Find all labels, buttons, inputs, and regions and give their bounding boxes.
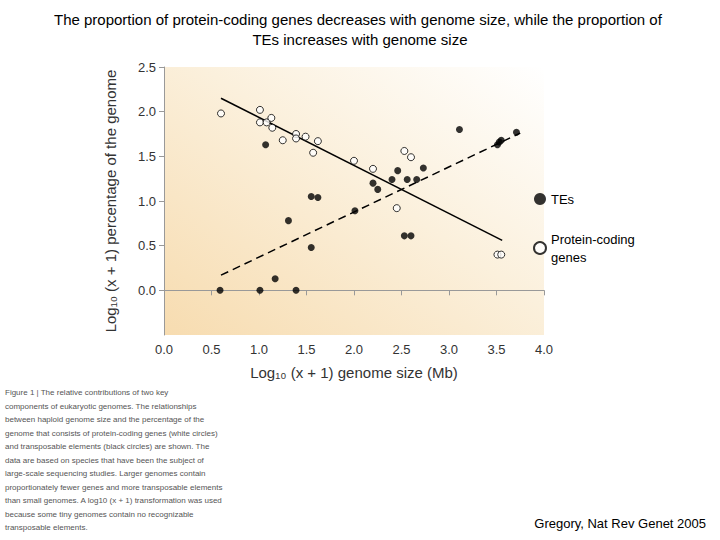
svg-text:0.5: 0.5	[138, 238, 156, 253]
svg-text:0.5: 0.5	[202, 342, 220, 357]
html-text:proportionately fewer genes an: proportionately fewer genes and more tra…	[5, 482, 223, 492]
html-text:components of eukaryotic genom: components of eukaryotic genomes. The re…	[5, 401, 197, 411]
html-text:between haploid genome size an: between haploid genome size and the perc…	[5, 415, 205, 424]
html-text:Figure 1 | The relative contri: Figure 1 | The relative contributions of…	[5, 388, 169, 397]
svg-text:0.0: 0.0	[155, 342, 173, 357]
html-text:because some tiny genomes cont: because some tiny genomes contain no rec…	[5, 509, 194, 519]
svg-text:0.0: 0.0	[138, 283, 156, 298]
html-text:transposable elements.: transposable elements.	[5, 523, 88, 532]
svg-text:4.0: 4.0	[535, 342, 553, 357]
svg-text:2.0: 2.0	[138, 104, 156, 119]
svg-text:Protein-coding: Protein-coding	[551, 232, 638, 247]
svg-text:Log₁₀ (x + 1) percentage of th: Log₁₀ (x + 1) percentage of the genome	[102, 70, 119, 333]
svg-text:1.5: 1.5	[138, 149, 156, 164]
html-text:than small genomes. A log10 (x: than small genomes. A log10 (x + 1) tran…	[5, 496, 222, 505]
svg-text:1.0: 1.0	[138, 194, 156, 209]
svg-text:3.5: 3.5	[487, 342, 505, 357]
svg-text:2.5: 2.5	[392, 342, 410, 357]
svg-text:1.0: 1.0	[250, 342, 268, 357]
svg-text:3.0: 3.0	[440, 342, 458, 357]
svg-text:Gregory, Nat Rev Genet 2005: Gregory, Nat Rev Genet 2005	[534, 516, 706, 531]
svg-text:TEs increases with genome size: TEs increases with genome size	[252, 31, 467, 48]
html-text:large-scale sequencing studies: large-scale sequencing studies. Larger g…	[5, 469, 206, 478]
svg-text:genes: genes	[551, 250, 587, 265]
html-text:data are based on species that: data are based on species that have been…	[5, 455, 204, 465]
svg-text:TEs: TEs	[551, 192, 575, 207]
html-text:genome that consists of protei: genome that consists of protein-coding g…	[5, 428, 218, 438]
svg-text:1.5: 1.5	[297, 342, 315, 357]
svg-text:The proportion of protein-codi: The proportion of protein-coding genes d…	[54, 11, 666, 28]
svg-text:2.0: 2.0	[345, 342, 363, 357]
html-text:and transposable elements (bla: and transposable elements (black circles…	[5, 442, 210, 451]
svg-text:Log₁₀ (x + 1) genome size (Mb): Log₁₀ (x + 1) genome size (Mb)	[250, 364, 458, 381]
svg-text:2.5: 2.5	[138, 60, 156, 75]
